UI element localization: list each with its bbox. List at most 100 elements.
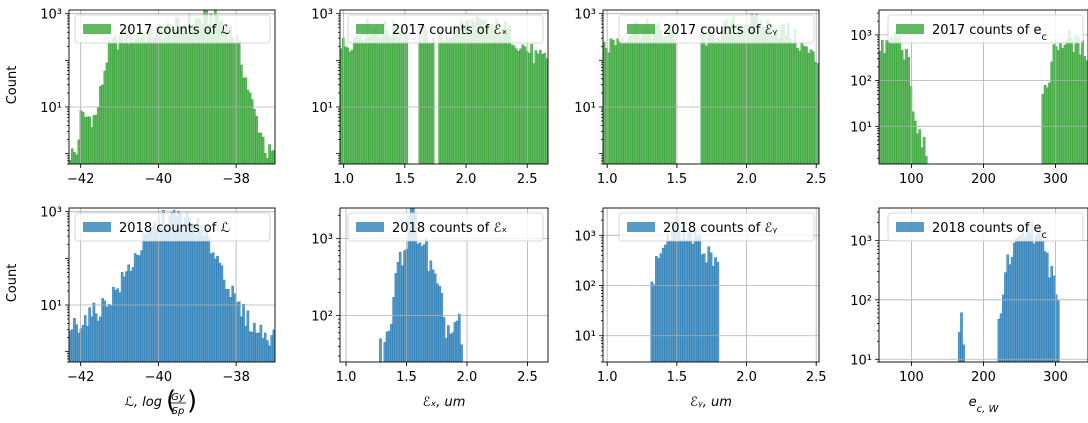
histogram-bar (133, 253, 137, 362)
histogram-bar (620, 37, 624, 164)
histogram-bar (149, 231, 152, 362)
histogram-bar (506, 28, 509, 164)
histogram-bar (416, 243, 420, 362)
histogram-bar (244, 325, 248, 362)
histogram-bar (521, 44, 525, 164)
y-tick-label: 10¹ (850, 120, 872, 135)
histogram-bar (768, 24, 772, 164)
histogram-bar (140, 250, 143, 362)
histogram-bar (458, 32, 461, 164)
histogram-bar (211, 25, 215, 164)
histogram-bar (346, 47, 349, 164)
histogram-bar (643, 26, 647, 164)
histogram-bar (707, 246, 711, 362)
histogram-bar (164, 229, 167, 362)
histogram-bar (266, 340, 269, 362)
histogram-bar (657, 22, 661, 164)
histogram-bar (73, 318, 76, 362)
x-tick-label: −40 (145, 370, 172, 385)
histogram-bar (775, 29, 779, 164)
y-tick-label: 10¹ (40, 101, 62, 116)
histogram-bar (237, 301, 241, 362)
histogram-bar (468, 34, 472, 164)
histogram-bar (418, 25, 422, 164)
histogram-bar (107, 40, 111, 164)
histogram-bar (711, 31, 715, 164)
histogram-bar (716, 38, 720, 164)
histogram-bar (523, 46, 527, 164)
histogram-bar (641, 27, 645, 164)
histogram-bar (1019, 235, 1023, 362)
histogram-bar (536, 53, 540, 164)
histogram-bar (190, 222, 193, 362)
histogram-bar (429, 43, 433, 164)
legend: 2017 counts of ℰᵧ (618, 14, 815, 44)
y-tick-label: 10³ (574, 8, 596, 23)
histogram-bar (136, 254, 139, 362)
histogram-bar (114, 289, 117, 362)
histogram-bar (127, 43, 130, 164)
histogram-bar (1063, 44, 1067, 164)
histogram-bar (451, 332, 455, 362)
histogram-bar (922, 136, 926, 164)
histogram-bar (736, 23, 740, 164)
histogram-bar (401, 40, 404, 164)
histogram-bar (447, 325, 450, 362)
histogram-bar (211, 252, 215, 362)
histogram-bar (782, 24, 786, 164)
histogram-bars (69, 209, 275, 362)
histogram-bar (705, 45, 708, 164)
histogram-bar (201, 229, 204, 362)
histogram-bar (398, 31, 402, 164)
x-tick-label: 100 (899, 370, 924, 385)
x-tick-label: 1.5 (396, 370, 417, 385)
histogram-bar (673, 222, 676, 362)
legend-swatch (356, 24, 384, 34)
histogram-bar (607, 52, 611, 164)
histogram-bar (92, 302, 96, 362)
histogram-bar (447, 39, 450, 164)
histogram-bar (800, 41, 804, 164)
histogram-bar (1048, 277, 1051, 362)
histogram-bar (530, 43, 533, 164)
histogram-bar (263, 332, 267, 362)
histogram-bar (77, 139, 81, 164)
histogram-bar (203, 235, 206, 362)
legend-swatch (627, 24, 655, 34)
histogram-bar (140, 36, 143, 164)
histogram-bar (805, 46, 808, 164)
histogram-bar (433, 273, 437, 362)
histogram-bar (614, 45, 617, 164)
histogram-bar (374, 28, 378, 164)
histogram-bar (120, 272, 124, 362)
histogram-bar (109, 305, 113, 362)
histogram-bar (1041, 241, 1045, 362)
histogram-bar (136, 33, 139, 164)
histogram-bar (387, 35, 391, 164)
histogram-bar (151, 225, 154, 362)
histogram-bar (401, 265, 404, 362)
histogram-bar (668, 240, 672, 362)
y-tick-label: 10³ (311, 8, 333, 23)
histogram-bar (1078, 54, 1082, 164)
histogram-bar (925, 156, 928, 164)
histogram-bar (709, 252, 713, 362)
histogram-bar (118, 292, 122, 362)
histogram-bar (659, 29, 663, 164)
histogram-bar (757, 29, 761, 164)
histogram-bars (69, 10, 275, 164)
histogram-bar (1041, 93, 1045, 164)
histogram-bar (127, 264, 130, 362)
histogram-bar (86, 326, 89, 362)
histogram-bar (1081, 39, 1084, 164)
histogram-bar (1067, 30, 1071, 164)
histogram-panel-6: 1.0 1.5 2.0 2.5 10² 10³ 2018 counts of ℰₓ ℰₓ, u… (311, 207, 549, 410)
histogram-bar (702, 34, 706, 164)
histogram-bar (714, 41, 717, 164)
histogram-bar (1059, 42, 1062, 164)
histogram-bar (789, 38, 792, 164)
legend: 2018 counts of ℒ (74, 212, 271, 242)
histogram-panel-1: −42 −40 −38 10¹ 10³ 2017 counts of ℒ (40, 8, 276, 187)
histogram-bar (668, 25, 672, 164)
histogram-bar (661, 247, 665, 362)
